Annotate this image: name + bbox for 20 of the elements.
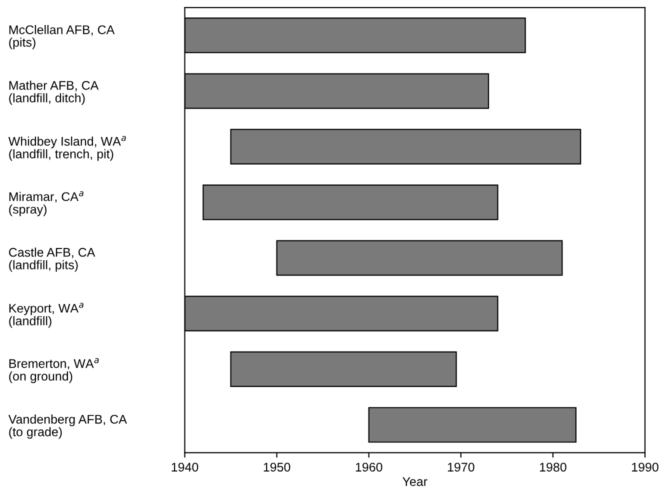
y-tick-label: Vandenberg AFB, CA (to grade) — [8, 414, 127, 439]
category-label: Whidbey Island, WA$^{a}$ (landfill, trench, pit) — [8, 136, 126, 161]
x-axis-title: Year — [402, 477, 428, 486]
x-tick-label: 1950 — [264, 462, 290, 472]
y-tick-label: Mather AFB, CA (landfill, ditch) — [9, 80, 99, 105]
category-label: Bremerton, WA$^{a}$ (on ground) — [9, 358, 99, 384]
bar — [202, 184, 498, 220]
bar — [276, 240, 563, 276]
y-tick-label: McClellan AFB, CA (pits) — [9, 25, 115, 50]
bar — [230, 128, 582, 164]
bar — [230, 351, 457, 388]
x-tick-label: 1980 — [540, 462, 566, 472]
category-label: Keyport, WA$^{a}$ (landfill) — [9, 302, 84, 328]
x-tick-label: 1990 — [632, 462, 658, 472]
x-tick-label: 1940 — [172, 462, 198, 472]
bar — [368, 407, 577, 443]
category-label: Miramar, CA$^{a}$ (spray) — [9, 191, 84, 216]
x-tick-label: 1970 — [448, 462, 474, 472]
y-tick-label: Castle AFB, CA (landfill, pits) — [9, 248, 96, 272]
x-tick-label: 1960 — [356, 462, 382, 472]
